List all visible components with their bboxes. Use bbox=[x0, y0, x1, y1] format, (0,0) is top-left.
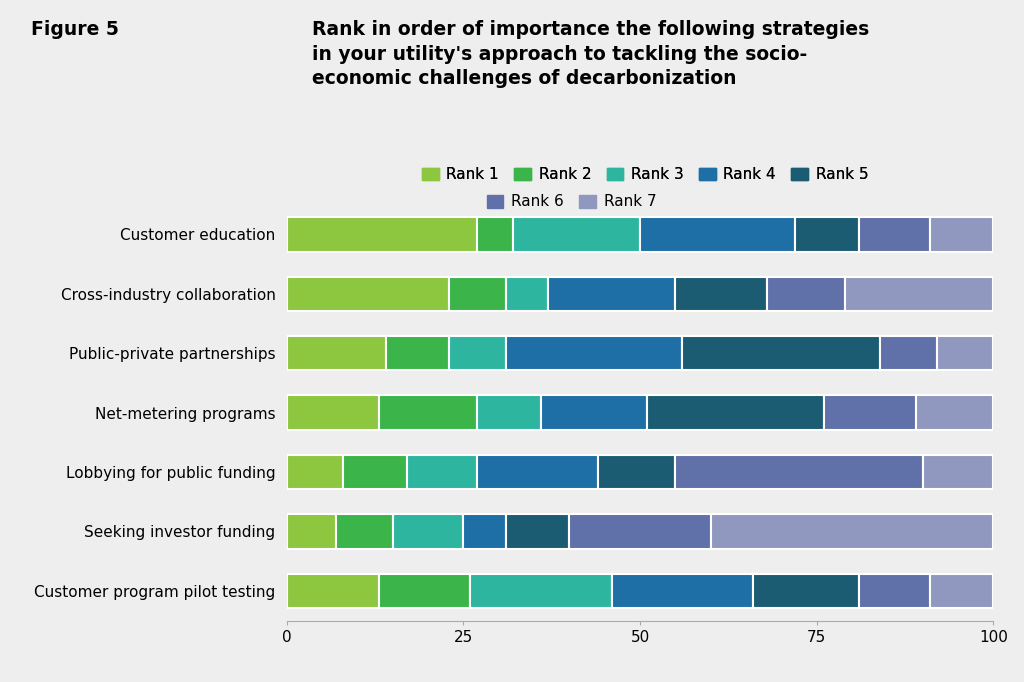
Bar bbox=[463, 514, 506, 549]
Bar bbox=[859, 217, 930, 252]
Bar bbox=[450, 276, 506, 311]
Bar bbox=[450, 336, 506, 370]
Bar bbox=[930, 217, 993, 252]
Bar bbox=[682, 336, 881, 370]
Text: Rank in order of importance the following strategies
in your utility's approach : Rank in order of importance the followin… bbox=[312, 20, 869, 88]
Bar bbox=[930, 574, 993, 608]
Bar bbox=[598, 455, 676, 489]
Bar bbox=[477, 217, 513, 252]
Bar bbox=[393, 514, 463, 549]
Bar bbox=[845, 276, 993, 311]
Bar bbox=[676, 276, 767, 311]
Bar bbox=[336, 514, 393, 549]
Bar bbox=[647, 396, 823, 430]
Bar bbox=[881, 336, 937, 370]
Bar bbox=[753, 574, 859, 608]
Bar bbox=[823, 396, 915, 430]
Bar bbox=[287, 396, 379, 430]
Bar bbox=[287, 336, 386, 370]
Bar bbox=[287, 514, 336, 549]
Bar bbox=[937, 336, 993, 370]
Bar bbox=[711, 514, 993, 549]
Bar bbox=[569, 514, 711, 549]
Bar bbox=[611, 574, 753, 608]
Bar bbox=[477, 396, 541, 430]
Bar bbox=[287, 574, 379, 608]
Bar bbox=[506, 336, 682, 370]
Bar bbox=[386, 336, 450, 370]
Bar bbox=[287, 276, 450, 311]
Bar bbox=[796, 217, 859, 252]
Bar bbox=[379, 396, 477, 430]
Bar bbox=[287, 217, 477, 252]
Bar bbox=[407, 455, 477, 489]
Bar bbox=[470, 574, 611, 608]
Bar bbox=[640, 217, 796, 252]
Bar bbox=[548, 276, 676, 311]
Bar bbox=[287, 455, 343, 489]
Legend: Rank 1, Rank 2, Rank 3, Rank 4, Rank 5: Rank 1, Rank 2, Rank 3, Rank 4, Rank 5 bbox=[416, 161, 874, 188]
Bar bbox=[477, 455, 598, 489]
Bar bbox=[676, 455, 923, 489]
Bar bbox=[767, 276, 845, 311]
Bar bbox=[859, 574, 930, 608]
Bar bbox=[915, 396, 993, 430]
Bar bbox=[541, 396, 647, 430]
Bar bbox=[506, 276, 548, 311]
Bar bbox=[923, 455, 993, 489]
Bar bbox=[343, 455, 407, 489]
Text: Figure 5: Figure 5 bbox=[31, 20, 119, 40]
Bar bbox=[513, 217, 640, 252]
Legend: Rank 6, Rank 7: Rank 6, Rank 7 bbox=[480, 188, 663, 216]
Bar bbox=[506, 514, 569, 549]
Bar bbox=[379, 574, 470, 608]
